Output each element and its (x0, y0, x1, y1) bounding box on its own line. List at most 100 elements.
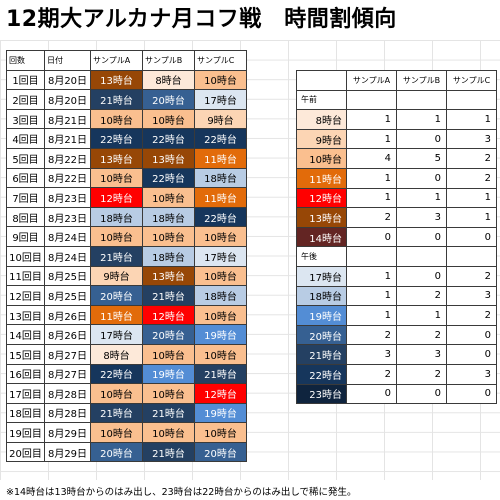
time-slot-cell: 13時台 (90, 69, 143, 91)
column-header: サンプルC (194, 50, 247, 71)
time-slot-cell: 21時台 (90, 89, 143, 110)
date-cell: 8月26日 (44, 324, 91, 345)
table-row: 13時台 2 3 1 (296, 207, 497, 228)
time-slot-label: 22時台 (296, 363, 347, 385)
time-slot-label: 8時台 (296, 109, 347, 130)
date-cell: 8月24日 (44, 226, 91, 247)
table-row: 7回目 8月23日 12時台 10時台 11時台 (6, 187, 247, 208)
table-row: 15回目 8月27日 8時台 10時台 10時台 (6, 343, 247, 365)
count-cell: 1 (346, 128, 397, 150)
time-slot-cell: 22時台 (90, 363, 143, 385)
round-cell: 4回目 (6, 128, 45, 149)
time-slot-cell: 22時台 (194, 128, 247, 149)
time-slot-cell: 10時台 (142, 226, 195, 247)
count-cell: 5 (396, 148, 447, 169)
count-cell: 3 (446, 363, 497, 385)
count-cell: 1 (346, 265, 397, 287)
count-cell: 1 (346, 167, 397, 189)
time-slot-cell: 8時台 (142, 69, 195, 91)
count-cell: 1 (396, 305, 447, 326)
time-slot-cell: 22時台 (142, 167, 195, 189)
round-cell: 13回目 (6, 304, 45, 326)
table-row: 13回目 8月26日 11時台 12時台 10時台 (6, 304, 247, 326)
time-slot-cell: 10時台 (194, 69, 247, 91)
date-cell: 8月25日 (44, 265, 91, 287)
round-cell: 3回目 (6, 108, 45, 130)
time-slot-cell: 22時台 (142, 128, 195, 149)
table-row: 19時台 1 1 2 (296, 305, 497, 326)
count-cell: 0 (446, 383, 497, 405)
summary-header-row: サンプルA サンプルB サンプルC (296, 70, 497, 91)
round-cell: 2回目 (6, 89, 45, 110)
table-row: 8回目 8月23日 18時台 18時台 22時台 (6, 206, 247, 228)
count-cell: 1 (446, 109, 497, 130)
time-slot-cell: 21時台 (142, 402, 195, 424)
date-cell: 8月29日 (44, 422, 91, 443)
date-cell: 8月22日 (44, 167, 91, 189)
time-slot-label: 11時台 (296, 167, 347, 189)
time-slot-label: 20時台 (296, 324, 347, 346)
table-row: 19回目 8月29日 10時台 10時台 10時台 (6, 422, 247, 443)
round-cell: 7回目 (6, 187, 45, 208)
time-slot-cell: 19時台 (142, 363, 195, 385)
time-slot-cell: 10時台 (194, 343, 247, 365)
count-cell: 2 (446, 148, 497, 169)
count-cell: 3 (446, 285, 497, 307)
round-cell: 18回目 (6, 402, 45, 424)
time-slot-cell: 21時台 (142, 285, 195, 306)
time-slot-cell: 13時台 (142, 265, 195, 287)
table-row: 12時台 1 1 1 (296, 187, 497, 209)
date-cell: 8月24日 (44, 245, 91, 267)
date-cell: 8月23日 (44, 206, 91, 228)
time-slot-cell: 11時台 (194, 187, 247, 208)
time-slot-cell: 12時台 (194, 383, 247, 404)
time-slot-cell: 8時台 (90, 343, 143, 365)
time-slot-cell: 20時台 (142, 89, 195, 110)
table-row: 18回目 8月28日 21時台 21時台 19時台 (6, 402, 247, 424)
count-cell: 3 (446, 128, 497, 150)
table-row: 20時台 2 2 0 (296, 324, 497, 346)
time-slot-cell: 12時台 (90, 187, 143, 208)
date-cell: 8月28日 (44, 402, 91, 424)
table-row: 12回目 8月25日 20時台 21時台 18時台 (6, 285, 247, 306)
empty-cell (396, 89, 447, 111)
time-slot-cell: 10時台 (142, 343, 195, 365)
time-slot-cell: 10時台 (90, 422, 143, 443)
round-cell: 9回目 (6, 226, 45, 247)
count-cell: 3 (346, 344, 397, 365)
table-row: 17時台 1 0 2 (296, 265, 497, 287)
count-cell: 0 (396, 226, 447, 248)
schedule-header-row: 回数 日付 サンプルA サンプルB サンプルC (6, 50, 247, 71)
column-header: サンプルA (346, 70, 397, 91)
time-slot-label: 9時台 (296, 128, 347, 150)
count-cell: 0 (446, 226, 497, 248)
round-cell: 17回目 (6, 383, 45, 404)
count-cell: 3 (396, 344, 447, 365)
time-slot-cell: 11時台 (90, 304, 143, 326)
count-cell: 0 (446, 344, 497, 365)
table-row: 10回目 8月24日 21時台 18時台 17時台 (6, 245, 247, 267)
time-slot-label: 18時台 (296, 285, 347, 307)
round-cell: 1回目 (6, 69, 45, 91)
count-cell: 1 (346, 305, 397, 326)
table-row: 8時台 1 1 1 (296, 109, 497, 130)
count-cell: 2 (446, 167, 497, 189)
count-cell: 1 (446, 187, 497, 209)
time-slot-cell: 10時台 (194, 226, 247, 247)
time-slot-cell: 10時台 (142, 108, 195, 130)
time-slot-cell: 19時台 (194, 324, 247, 345)
round-cell: 11回目 (6, 265, 45, 287)
time-slot-cell: 20時台 (90, 285, 143, 306)
time-slot-cell: 18時台 (142, 206, 195, 228)
round-cell: 12回目 (6, 285, 45, 306)
time-slot-cell: 18時台 (142, 245, 195, 267)
time-slot-cell: 18時台 (194, 167, 247, 189)
time-slot-label: 17時台 (296, 265, 347, 287)
round-cell: 20回目 (6, 441, 45, 463)
summary-table: サンプルA サンプルB サンプルC 午前 8時台 1 1 1 9時台 1 0 3 10時台 4 5 2 1… (296, 70, 497, 405)
footnote: ※14時台は13時台からのはみ出し、23時台は22時台からのはみ出しで稀に発生。 (6, 487, 357, 498)
time-slot-cell: 10時台 (194, 304, 247, 326)
table-row: 17回目 8月28日 10時台 10時台 12時台 (6, 383, 247, 404)
table-row: 14時台 0 0 0 (296, 226, 497, 248)
count-cell: 2 (446, 265, 497, 287)
